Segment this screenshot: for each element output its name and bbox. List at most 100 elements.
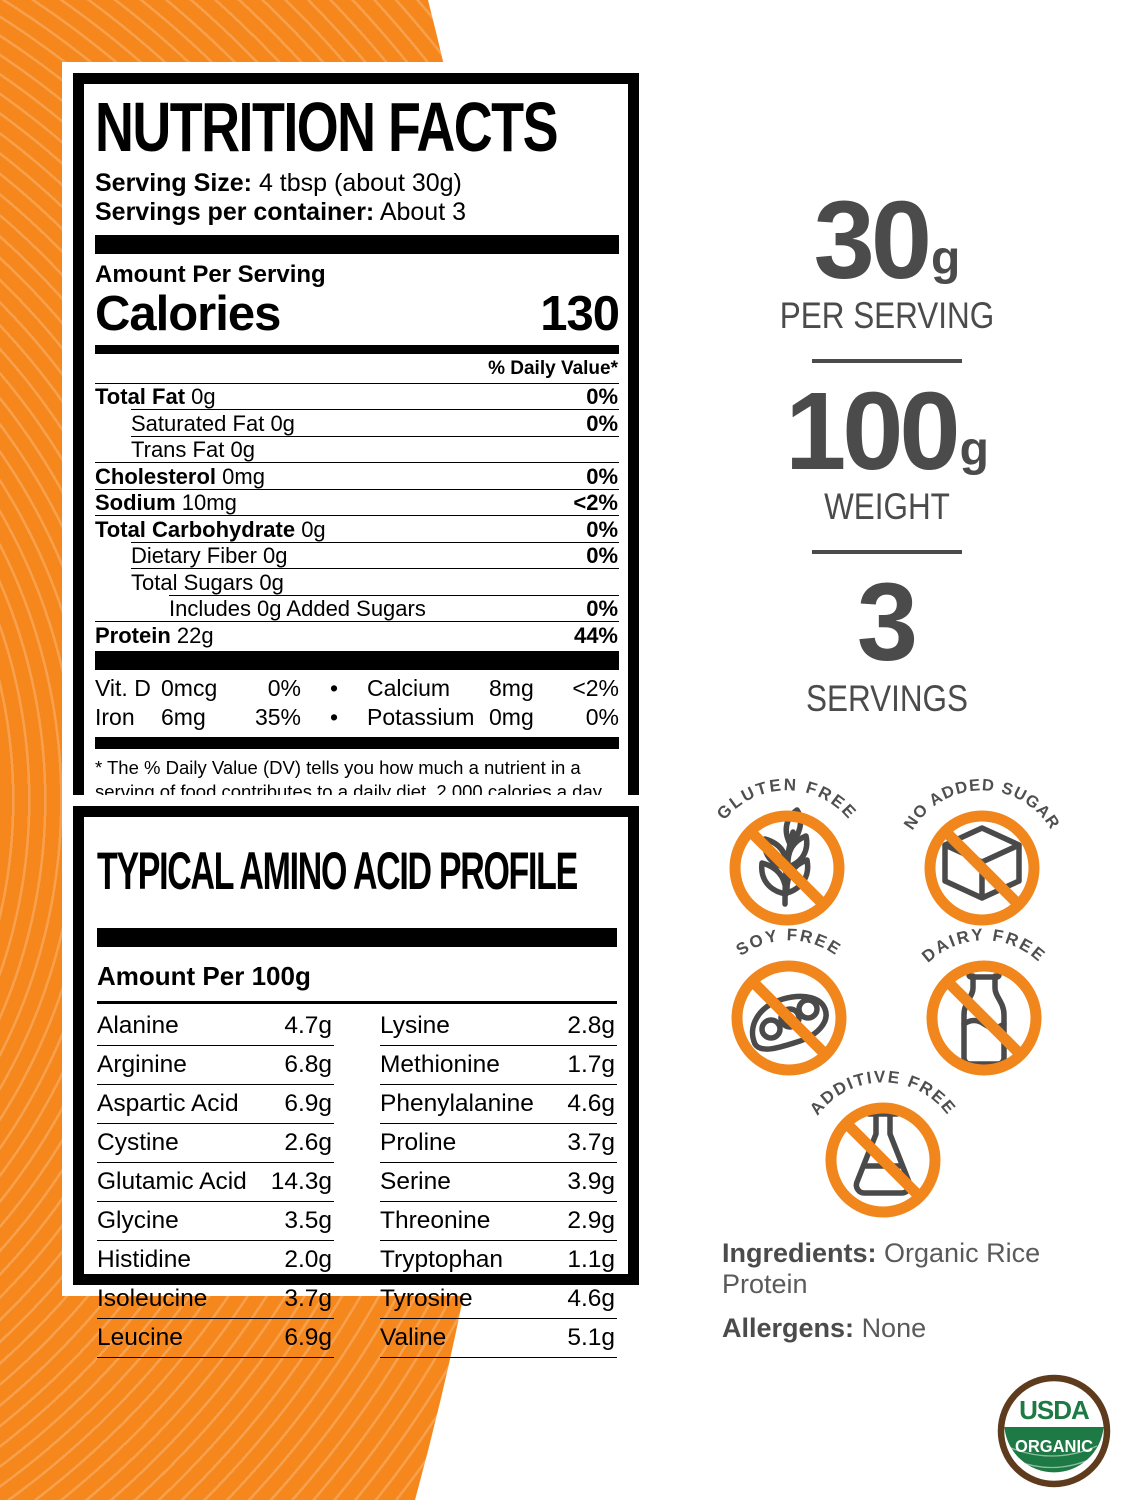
prohibition-slash	[941, 827, 1023, 909]
divider-bar	[95, 650, 619, 670]
stat-weight: 100g WEIGHT	[742, 377, 1032, 528]
amino-name: Phenylalanine	[380, 1090, 534, 1117]
amino-row: Serine 3.9g	[380, 1163, 617, 1202]
nutrient-amount: 10mg	[181, 490, 237, 516]
nutrient-row: Includes 0g Added Sugars 0%	[169, 594, 619, 622]
amino-row: Leucine 6.9g	[97, 1319, 334, 1358]
calories-value: 130	[540, 287, 620, 341]
amino-value: 5.1g	[567, 1324, 615, 1351]
micro-amount: 0mcg	[161, 674, 218, 701]
ingredients-line: Ingredients: Organic Rice Protein	[722, 1238, 1132, 1300]
amino-row: Isoleucine 3.7g	[97, 1280, 334, 1319]
serving-size-line: Serving Size: 4 tbsp (about 30g)	[95, 169, 619, 198]
nutrient-name: Trans Fat	[131, 437, 225, 463]
amount-per-100g-label: Amount Per 100g	[97, 959, 617, 1004]
amino-row: Phenylalanine 4.6g	[380, 1085, 617, 1124]
nutrient-amount: 0mg	[222, 463, 265, 489]
nutrient-row: Saturated Fat 0g 0%	[131, 409, 619, 436]
nutrient-name: Includes 0g Added Sugars	[169, 596, 426, 622]
stat-divider	[812, 359, 962, 364]
soybean-icon	[749, 993, 829, 1052]
amino-value: 3.9g	[567, 1168, 615, 1195]
nutrient-row: Cholesterol 0mg 0%	[95, 462, 619, 489]
nutrient-row: Sodium 10mg <2%	[95, 488, 619, 516]
amino-row: Proline 3.7g	[380, 1124, 617, 1163]
badge-gluten-free: GLUTEN FREE	[713, 775, 859, 926]
amino-name: Lysine	[380, 1012, 450, 1039]
nutrient-amount: 0g	[259, 569, 284, 595]
nutrient-row: Total Carbohydrate 0g 0%	[95, 515, 619, 542]
amino-name: Tyrosine	[380, 1285, 473, 1312]
allergens-line: Allergens: None	[722, 1313, 1132, 1344]
stat-value: 30	[813, 179, 932, 302]
allergens-value: None	[861, 1313, 927, 1343]
amino-value: 14.3g	[270, 1168, 332, 1195]
amino-value: 2.0g	[284, 1246, 332, 1273]
nutrient-dv: 0%	[586, 384, 618, 410]
micro-amount: 0mg	[489, 703, 534, 730]
amino-name: Serine	[380, 1168, 451, 1195]
amino-acid-panel: TYPICAL AMINO ACID PROFILE Amount Per 10…	[73, 806, 639, 1358]
badge-label: NO ADDED SUGAR	[901, 776, 1063, 833]
amino-row: Threonine 2.9g	[380, 1202, 617, 1241]
micro-name: Vit. D	[95, 674, 151, 701]
stat-per-serving: 30g PER SERVING	[742, 186, 1032, 337]
amino-value: 1.7g	[567, 1051, 615, 1078]
amino-value: 2.6g	[284, 1129, 332, 1156]
nutrient-row: Total Sugars 0g	[131, 568, 619, 595]
divider-bar	[97, 928, 617, 947]
nutrient-name: Total Sugars	[131, 569, 254, 595]
amino-value: 6.9g	[284, 1324, 332, 1351]
prohibition-slash	[943, 977, 1025, 1059]
nutrient-name: Sodium	[95, 490, 176, 516]
prohibition-ring	[924, 810, 1040, 926]
prohibition-slash	[746, 827, 828, 909]
nutrition-facts-title: NUTRITION FACTS	[95, 88, 559, 166]
stat-servings: 3 SERVINGS	[742, 568, 1032, 719]
amino-row: Methionine 1.7g	[380, 1046, 617, 1085]
amino-row: Tryptophan 1.1g	[380, 1241, 617, 1280]
allergens-label: Allergens:	[722, 1313, 855, 1343]
nutrient-amount: 0g	[301, 516, 326, 542]
amino-name: Leucine	[97, 1324, 183, 1351]
nutrient-dv: 0%	[586, 516, 618, 542]
amino-row: Arginine 6.8g	[97, 1046, 334, 1085]
amino-name: Histidine	[97, 1246, 191, 1273]
prohibition-ring	[731, 960, 847, 1076]
amino-name: Glutamic Acid	[97, 1168, 247, 1195]
svg-text:NO ADDED SUGAR: NO ADDED SUGAR	[901, 776, 1064, 833]
svg-text:DAIRY FREE: DAIRY FREE	[918, 925, 1050, 966]
nutrient-amount: 0g	[230, 437, 255, 463]
micro-name: Iron	[95, 703, 135, 730]
nutrient-name: Dietary Fiber	[131, 543, 257, 569]
micro-dv: 0%	[267, 674, 301, 701]
nutrient-amount: 0g	[191, 384, 216, 410]
amino-value: 6.9g	[284, 1090, 332, 1117]
nutrient-row: Protein 22g 44%	[95, 621, 619, 648]
badge-dairy-free: DAIRY FREE	[918, 925, 1050, 1076]
nutrient-row: Total Fat 0g 0%	[95, 382, 619, 410]
badge-additive-free: ADDITIVE FREE	[806, 1067, 958, 1218]
serving-size-label: Serving Size:	[95, 168, 252, 197]
bullet-separator: •	[329, 674, 339, 701]
nutrient-dv: 0%	[586, 410, 618, 436]
nutrient-dv: 44%	[573, 622, 618, 648]
daily-value-header: % Daily Value*	[488, 357, 618, 379]
seal-field-line	[1016, 1458, 1092, 1469]
usda-organic-seal: USDA ORGANIC	[997, 1374, 1111, 1488]
organic-text: ORGANIC	[1015, 1436, 1093, 1456]
badge-no-added-sugar: NO ADDED SUGAR	[901, 776, 1064, 926]
nutrient-dv: 0%	[586, 596, 618, 622]
prohibition-ring	[926, 960, 1042, 1076]
stat-value: 3	[856, 561, 918, 685]
amino-name: Threonine	[380, 1207, 491, 1234]
stat-unit: g	[931, 232, 961, 285]
nutrient-name: Total Fat	[95, 384, 186, 410]
micro-amount: 8mg	[489, 674, 534, 701]
amino-value: 3.5g	[284, 1207, 332, 1234]
amino-name: Cystine	[97, 1129, 179, 1156]
amino-name: Proline	[380, 1129, 457, 1156]
badge-label: DAIRY FREE	[918, 925, 1047, 966]
amino-row: Alanine 4.7g	[97, 1007, 334, 1046]
stat-label: SERVINGS	[806, 677, 968, 719]
